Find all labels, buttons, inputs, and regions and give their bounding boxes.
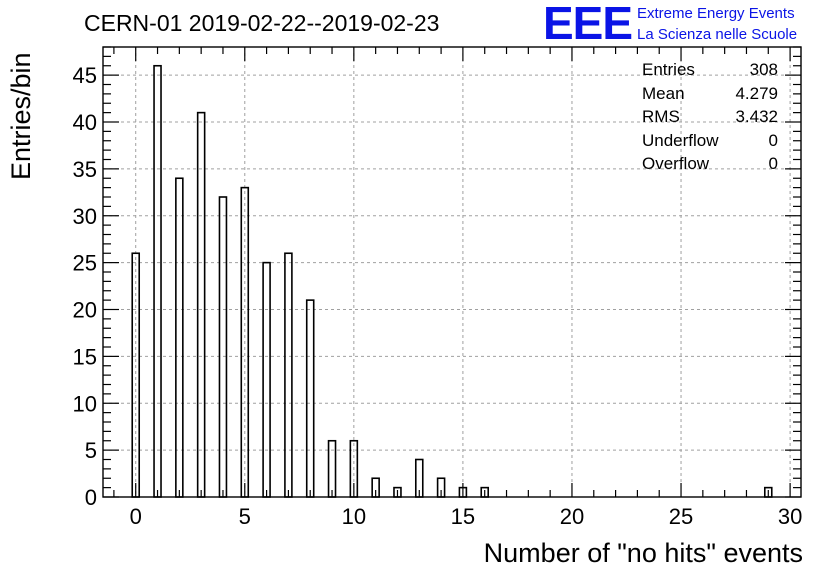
stats-value: 308	[749, 60, 778, 79]
y-tick-label: 0	[85, 485, 97, 510]
stats-label: Mean	[642, 83, 685, 103]
x-tick-label: 25	[669, 504, 693, 529]
stats-row-underflow: Underflow 0	[642, 131, 778, 155]
x-tick-label: 5	[239, 504, 251, 529]
logo-subtitle-line-2: La Scienza nelle Scuole	[637, 26, 798, 43]
x-tick-label: 15	[451, 504, 475, 529]
y-tick-label: 40	[73, 110, 97, 135]
stats-label: Entries	[642, 60, 695, 79]
chart-title: CERN-01 2019-02-22--2019-02-23	[84, 10, 440, 36]
stats-value: 4.279	[735, 83, 778, 103]
stats-value: 0	[768, 154, 778, 173]
stats-box: Entries 308 Mean 4.279 RMS 3.432 Underfl…	[642, 60, 778, 178]
y-tick-label: 25	[73, 251, 97, 276]
stats-row-rms: RMS 3.432	[642, 107, 778, 131]
stats-row-entries: Entries 308	[642, 60, 778, 84]
x-tick-label: 0	[130, 504, 142, 529]
y-tick-label: 30	[73, 204, 97, 229]
x-tick-label: 30	[778, 504, 802, 529]
y-tick-label: 45	[73, 63, 97, 88]
stats-label: RMS	[642, 107, 680, 126]
eee-logo-letters: EEE	[543, 0, 633, 49]
histogram-bar	[262, 261, 271, 498]
stats-label: Overflow	[642, 154, 710, 173]
logo-subtitle-line-1: Extreme Energy Events	[637, 5, 795, 22]
y-tick-label: 5	[85, 438, 97, 463]
x-axis-label: Number of "no hits" events	[483, 538, 803, 568]
x-tick-label: 10	[342, 504, 366, 529]
histogram-bar	[284, 252, 293, 498]
y-tick-label: 20	[73, 298, 97, 323]
stats-value: 3.432	[735, 107, 778, 126]
y-tick-label: 15	[73, 344, 97, 369]
histogram-bar	[327, 439, 337, 498]
histogram-bar	[305, 299, 315, 498]
stats-value: 0	[768, 130, 778, 150]
stats-row-mean: Mean 4.279	[642, 84, 778, 108]
eee-logo: EEE Extreme Energy Events La Scienza nel…	[543, 0, 836, 49]
y-axis-label: Entries/bin	[6, 52, 36, 180]
histogram-bar	[196, 111, 206, 498]
stats-row-overflow: Overflow 0	[642, 154, 778, 178]
y-tick-label: 35	[73, 157, 97, 182]
stats-label: Underflow	[642, 130, 719, 150]
x-tick-label: 20	[560, 504, 584, 529]
y-tick-label: 10	[73, 391, 97, 416]
histogram-bar	[175, 177, 184, 498]
histogram-bar	[218, 196, 228, 498]
histogram-bar	[153, 64, 162, 498]
